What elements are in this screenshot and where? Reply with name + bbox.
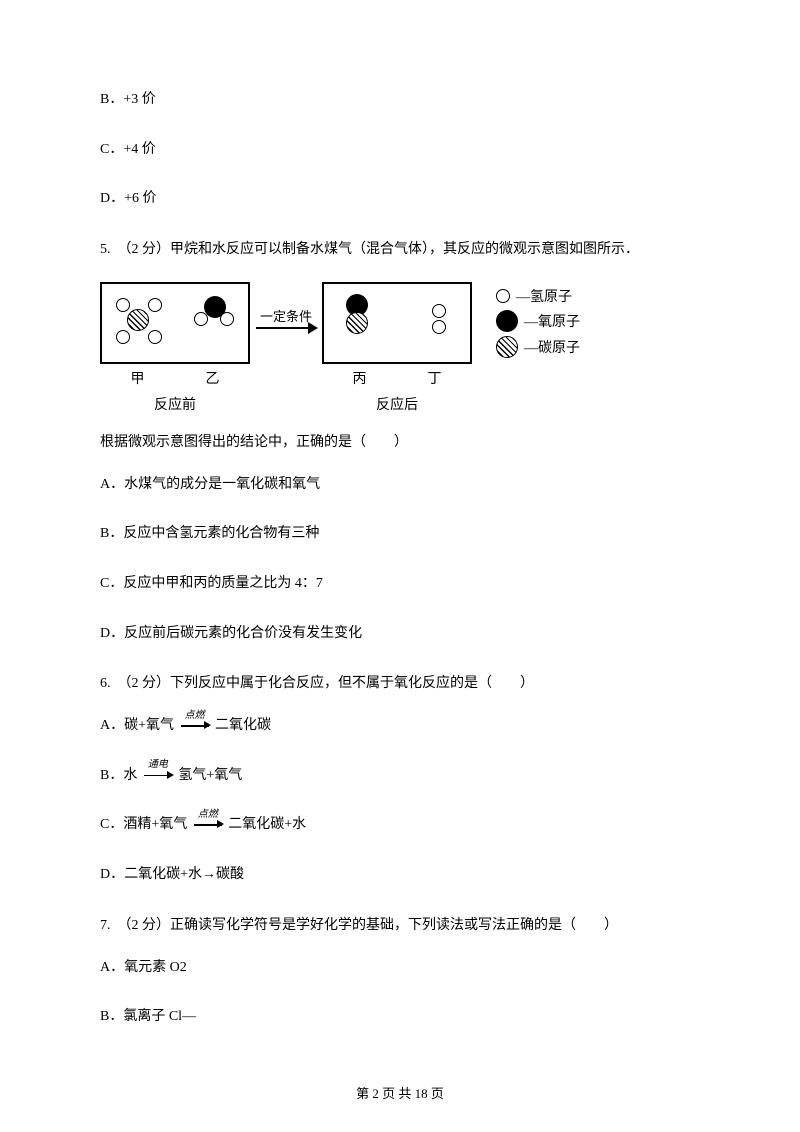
condition-label: 点燃 [185,709,205,723]
q6-option-b: B．水 通电 氢气+氧气 [100,766,700,786]
oxygen-atom-icon [496,310,518,332]
arrow-icon [256,327,316,329]
after-col: 丙 丁 反应后 [322,282,472,414]
phase-after: 反应后 [376,394,418,414]
arrow-icon [144,775,172,777]
legend-h-label: —氢原子 [516,286,572,306]
reaction-arrow: 一定条件 [256,306,316,329]
page-footer: 第 2 页 共 18 页 [0,1083,800,1102]
after-letters: 丙 丁 [322,368,472,388]
q6b-post: 氢气+氧气 [178,768,242,783]
q4-option-b: B．+3 价 [100,90,700,110]
condition-label: 点燃 [198,808,218,822]
after-box [322,282,472,364]
label-jia: 甲 [131,368,145,388]
reaction-arrow-icon: 通电 [144,766,172,786]
legend-o: —氧原子 [496,310,580,332]
before-letters: 甲 乙 [100,368,250,388]
arrow-icon [194,824,222,826]
q6-option-a: A．碳+氧气 点燃 二氧化碳 [100,716,700,736]
q5-diagram: 甲 乙 反应前 一定条件 丙 丁 反应后 —氢原子 [100,282,700,414]
q6a-pre: A．碳+氧气 [100,718,174,733]
label-yi: 乙 [206,368,220,388]
q7-option-b: B．氯离子 Cl— [100,1007,700,1027]
q6-stem: 6. （2 分）下列反应中属于化合反应，但不属于氧化反应的是（ ） [100,673,700,694]
condition-label: 通电 [148,758,168,772]
q6-option-c: C．酒精+氧气 点燃 二氧化碳+水 [100,815,700,835]
q5-sub: 根据微观示意图得出的结论中，正确的是（ ） [100,432,700,453]
q7-option-a: A．氧元素 O2 [100,958,700,978]
hydrogen-atom-icon [116,330,130,344]
q5-stem: 5. （2 分）甲烷和水反应可以制备水煤气（混合气体），其反应的微观示意图如图所… [100,239,700,260]
q6c-pre: C．酒精+氧气 [100,817,187,832]
co-molecule [340,294,374,338]
phase-before: 反应前 [154,394,196,414]
q5-option-b: B．反应中含氢元素的化合物有三种 [100,524,700,544]
before-box [100,282,250,364]
reaction-arrow-icon: 点燃 [194,815,222,835]
hydrogen-atom-icon [148,330,162,344]
hydrogen-atom-icon [432,320,446,334]
legend-h: —氢原子 [496,286,580,306]
legend-o-label: —氧原子 [524,311,580,331]
legend-c-label: —碳原子 [524,337,580,357]
hydrogen-atom-icon [116,298,130,312]
legend-c: —碳原子 [496,336,580,358]
q5-option-c: C．反应中甲和丙的质量之比为 4：7 [100,574,700,594]
q4-option-c: C．+4 价 [100,140,700,160]
methane-molecule [114,296,162,344]
carbon-atom-icon [127,309,149,331]
hydrogen-atom-icon [496,289,510,303]
q6c-post: 二氧化碳+水 [228,817,306,832]
q7-stem: 7. （2 分）正确读写化学符号是学好化学的基础，下列读法或写法正确的是（ ） [100,915,700,936]
water-molecule [194,296,234,328]
h2-molecule [432,304,446,334]
arrow-icon [181,725,209,727]
q5-option-d: D．反应前后碳元素的化合价没有发生变化 [100,624,700,644]
hydrogen-atom-icon [194,312,208,326]
hydrogen-atom-icon [148,298,162,312]
label-bing: 丙 [353,368,367,388]
q5-option-a: A．水煤气的成分是一氧化碳和氧气 [100,475,700,495]
q6b-pre: B．水 [100,768,137,783]
carbon-atom-icon [346,312,368,334]
hydrogen-atom-icon [432,304,446,318]
atom-legend: —氢原子 —氧原子 —碳原子 [496,286,580,362]
label-ding: 丁 [428,368,442,388]
carbon-atom-icon [496,336,518,358]
reaction-arrow-icon: 点燃 [181,716,209,736]
hydrogen-atom-icon [220,312,234,326]
q6a-post: 二氧化碳 [215,718,271,733]
before-col: 甲 乙 反应前 [100,282,250,414]
q6-option-d: D．二氧化碳+水→碳酸 [100,865,700,885]
arrow-condition: 一定条件 [260,306,312,325]
q4-option-d: D．+6 价 [100,189,700,209]
